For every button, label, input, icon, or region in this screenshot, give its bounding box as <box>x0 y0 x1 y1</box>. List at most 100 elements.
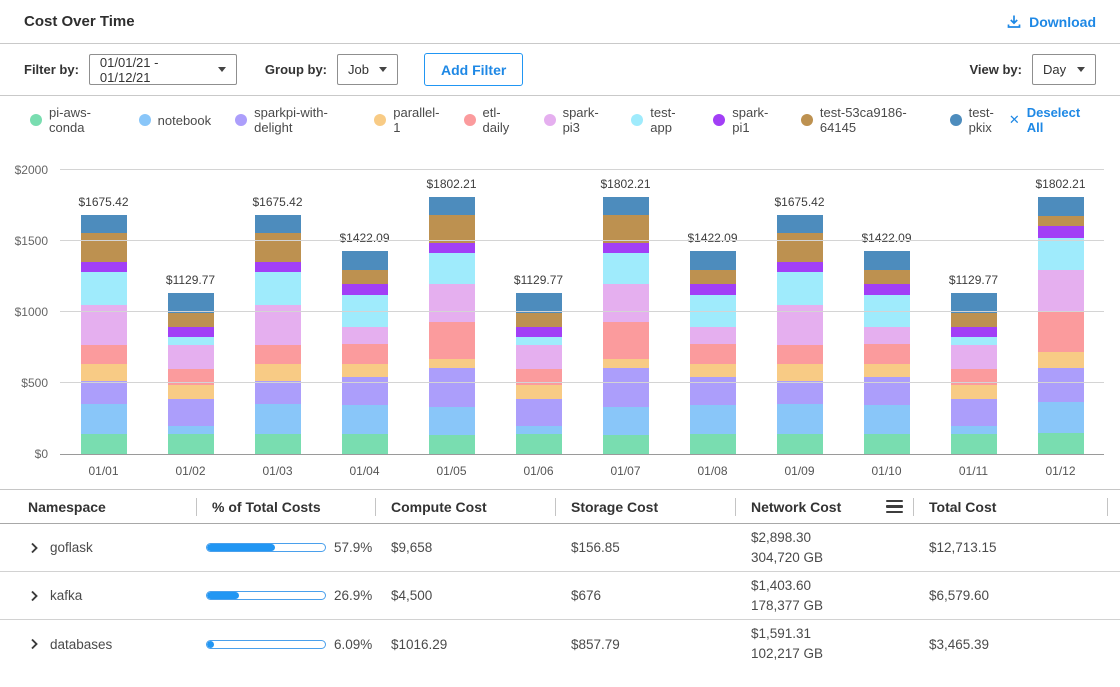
bar-segment-parallel-1[interactable] <box>80 364 127 382</box>
bar-segment-test-pkix[interactable] <box>428 197 475 216</box>
bar-segment-pi-aws-conda[interactable] <box>80 434 127 454</box>
bar-segment-etl-daily[interactable] <box>254 345 301 365</box>
bar-segment-test-53ca9186-64145[interactable] <box>1037 216 1084 227</box>
bar-segment-spark-pi1[interactable] <box>1037 226 1084 238</box>
bar-segment-sparkpi-with-delight[interactable] <box>80 381 127 405</box>
table-row-kafka[interactable]: kafka 26.9% $4,500 $676 $1,403.60 178,377 GB $… <box>0 572 1120 620</box>
bar-segment-pi-aws-conda[interactable] <box>1037 433 1084 454</box>
bar-segment-pi-aws-conda[interactable] <box>689 434 736 454</box>
bar-segment-test-app[interactable] <box>1037 237 1084 271</box>
bar-segment-notebook[interactable] <box>863 404 910 435</box>
bar-column-01/10[interactable]: $1422.09 01/10 <box>861 170 911 478</box>
bar-segment-spark-pi1[interactable] <box>863 284 910 296</box>
bar-segment-test-pkix[interactable] <box>254 215 301 234</box>
bar-segment-parallel-1[interactable] <box>428 359 475 369</box>
bar-segment-pi-aws-conda[interactable] <box>428 434 475 454</box>
bar-segment-sparkpi-with-delight[interactable] <box>863 376 910 405</box>
bar-segment-pi-aws-conda[interactable] <box>254 434 301 454</box>
bar-segment-notebook[interactable] <box>428 406 475 435</box>
bar-segment-notebook[interactable] <box>950 425 997 434</box>
bar-segment-test-pkix[interactable] <box>80 215 127 234</box>
bar-segment-pi-aws-conda[interactable] <box>863 434 910 454</box>
bar-segment-test-53ca9186-64145[interactable] <box>776 233 823 262</box>
bar-segment-spark-pi1[interactable] <box>515 326 562 337</box>
add-filter-button[interactable]: Add Filter <box>423 53 524 86</box>
table-row-goflask[interactable]: goflask 57.9% $9,658 $156.85 $2,898.30 304,72… <box>0 524 1120 572</box>
bar-segment-test-pkix[interactable] <box>602 197 649 216</box>
bar-segment-etl-daily[interactable] <box>428 322 475 360</box>
bar-segment-spark-pi3[interactable] <box>863 327 910 344</box>
bar-segment-notebook[interactable] <box>254 404 301 435</box>
bar-segment-spark-pi1[interactable] <box>428 243 475 254</box>
bar-segment-spark-pi3[interactable] <box>950 345 997 369</box>
bar-segment-test-53ca9186-64145[interactable] <box>254 233 301 262</box>
bar-segment-etl-daily[interactable] <box>602 322 649 360</box>
bar-segment-parallel-1[interactable] <box>776 364 823 382</box>
legend-item-parallel-1[interactable]: parallel-1 <box>374 105 440 135</box>
bar-segment-sparkpi-with-delight[interactable] <box>254 381 301 405</box>
legend-item-test-53ca9186-64145[interactable]: test-53ca9186-64145 <box>800 105 926 135</box>
bar-segment-test-53ca9186-64145[interactable] <box>515 313 562 327</box>
bar-segment-pi-aws-conda[interactable] <box>602 434 649 454</box>
bar-segment-test-pkix[interactable] <box>1037 197 1084 217</box>
legend-item-pi-aws-conda[interactable]: pi-aws-conda <box>30 105 115 135</box>
bar-segment-test-app[interactable] <box>776 272 823 306</box>
bar-column-01/04[interactable]: $1422.09 01/04 <box>339 170 389 478</box>
bar-segment-etl-daily[interactable] <box>863 343 910 365</box>
bar-segment-parallel-1[interactable] <box>950 384 997 399</box>
bar-segment-spark-pi1[interactable] <box>80 261 127 273</box>
bar-segment-test-pkix[interactable] <box>689 251 736 270</box>
bar-segment-test-pkix[interactable] <box>341 251 388 270</box>
bar-segment-etl-daily[interactable] <box>515 368 562 385</box>
bar-segment-test-53ca9186-64145[interactable] <box>167 313 214 327</box>
download-button[interactable]: Download <box>1006 14 1096 30</box>
bar-segment-spark-pi3[interactable] <box>515 345 562 369</box>
bar-segment-parallel-1[interactable] <box>341 364 388 377</box>
bar-segment-test-53ca9186-64145[interactable] <box>80 233 127 262</box>
bar-column-01/05[interactable]: $1802.21 01/05 <box>426 170 476 478</box>
bar-segment-sparkpi-with-delight[interactable] <box>602 368 649 407</box>
bar-segment-notebook[interactable] <box>1037 402 1084 434</box>
bar-segment-test-pkix[interactable] <box>776 215 823 234</box>
legend-item-etl-daily[interactable]: etl-daily <box>463 105 520 135</box>
bar-segment-pi-aws-conda[interactable] <box>167 433 214 454</box>
bar-segment-sparkpi-with-delight[interactable] <box>776 381 823 405</box>
menu-icon[interactable] <box>886 499 903 514</box>
bar-segment-parallel-1[interactable] <box>1037 351 1084 368</box>
bar-segment-parallel-1[interactable] <box>863 364 910 377</box>
bar-segment-test-53ca9186-64145[interactable] <box>863 269 910 285</box>
bar-segment-etl-daily[interactable] <box>167 368 214 385</box>
bar-segment-test-app[interactable] <box>167 336 214 346</box>
bar-segment-test-53ca9186-64145[interactable] <box>341 269 388 285</box>
bar-segment-test-53ca9186-64145[interactable] <box>602 215 649 244</box>
bar-segment-test-pkix[interactable] <box>167 293 214 314</box>
bar-segment-test-app[interactable] <box>602 253 649 285</box>
bar-segment-etl-daily[interactable] <box>341 343 388 365</box>
bar-segment-notebook[interactable] <box>341 404 388 435</box>
bar-segment-test-pkix[interactable] <box>863 251 910 270</box>
bar-segment-sparkpi-with-delight[interactable] <box>428 368 475 407</box>
bar-segment-sparkpi-with-delight[interactable] <box>515 398 562 426</box>
bar-segment-sparkpi-with-delight[interactable] <box>1037 367 1084 403</box>
bar-segment-sparkpi-with-delight[interactable] <box>167 398 214 426</box>
bar-segment-parallel-1[interactable] <box>167 384 214 399</box>
bar-segment-sparkpi-with-delight[interactable] <box>689 376 736 405</box>
bar-segment-notebook[interactable] <box>776 404 823 435</box>
bar-segment-parallel-1[interactable] <box>254 364 301 382</box>
legend-item-notebook[interactable]: notebook <box>138 113 211 128</box>
table-row-databases[interactable]: databases 6.09% $1016.29 $857.79 $1,591.31 10… <box>0 620 1120 668</box>
deselect-all-button[interactable]: ✕ Deselect All <box>1009 105 1092 135</box>
bar-segment-spark-pi3[interactable] <box>689 327 736 344</box>
bar-column-01/06[interactable]: $1129.77 01/06 <box>514 170 563 478</box>
bar-segment-pi-aws-conda[interactable] <box>950 433 997 454</box>
bar-segment-notebook[interactable] <box>167 425 214 434</box>
bar-segment-etl-daily[interactable] <box>689 343 736 365</box>
bar-segment-spark-pi1[interactable] <box>776 261 823 273</box>
bar-segment-pi-aws-conda[interactable] <box>515 433 562 454</box>
bar-column-01/03[interactable]: $1675.42 01/03 <box>252 170 302 478</box>
bar-segment-sparkpi-with-delight[interactable] <box>950 398 997 426</box>
bar-segment-parallel-1[interactable] <box>689 364 736 377</box>
bar-segment-test-app[interactable] <box>428 253 475 285</box>
view-by-select[interactable]: Day <box>1032 54 1096 85</box>
bar-segment-spark-pi1[interactable] <box>689 284 736 296</box>
